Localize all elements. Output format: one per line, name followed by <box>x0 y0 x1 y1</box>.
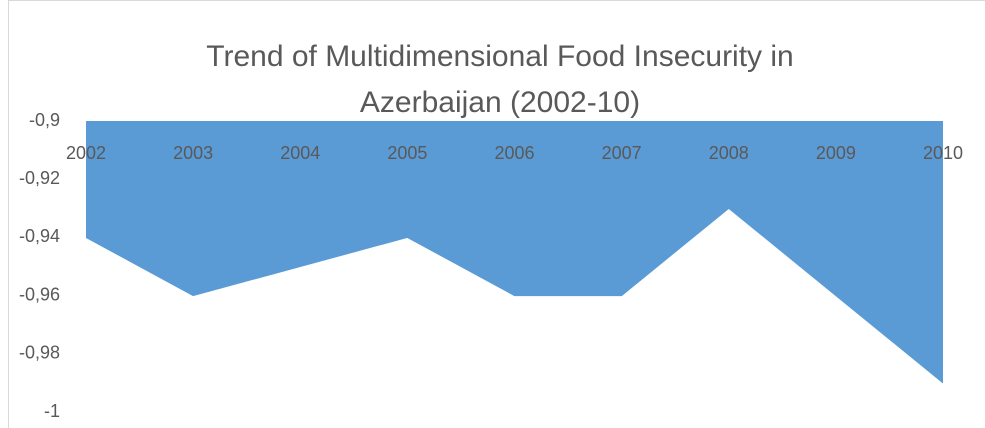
x-tick-label: 2003 <box>173 143 213 163</box>
y-tick-label: -0,92 <box>19 168 60 188</box>
area-edge <box>85 207 944 384</box>
x-tick-label: 2002 <box>66 143 106 163</box>
y-tick-label: -0,96 <box>19 284 60 304</box>
x-tick-label: 2007 <box>602 143 642 163</box>
chart-border <box>8 0 985 428</box>
y-tick-label: -0,9 <box>29 110 60 130</box>
x-tick-label: 2010 <box>923 143 963 163</box>
y-tick-label: -0,98 <box>19 343 60 363</box>
chart-title: Trend of Multidimensional Food Insecurit… <box>206 40 794 119</box>
x-tick-label: 2004 <box>280 143 320 163</box>
x-tick-label: 2009 <box>816 143 856 163</box>
y-tick-label: -0,94 <box>19 226 60 246</box>
x-tick-label: 2008 <box>709 143 749 163</box>
y-tick-label: -1 <box>44 401 60 421</box>
area-fill <box>86 121 943 383</box>
x-tick-label: 2005 <box>387 143 427 163</box>
x-tick-label: 2006 <box>494 143 534 163</box>
